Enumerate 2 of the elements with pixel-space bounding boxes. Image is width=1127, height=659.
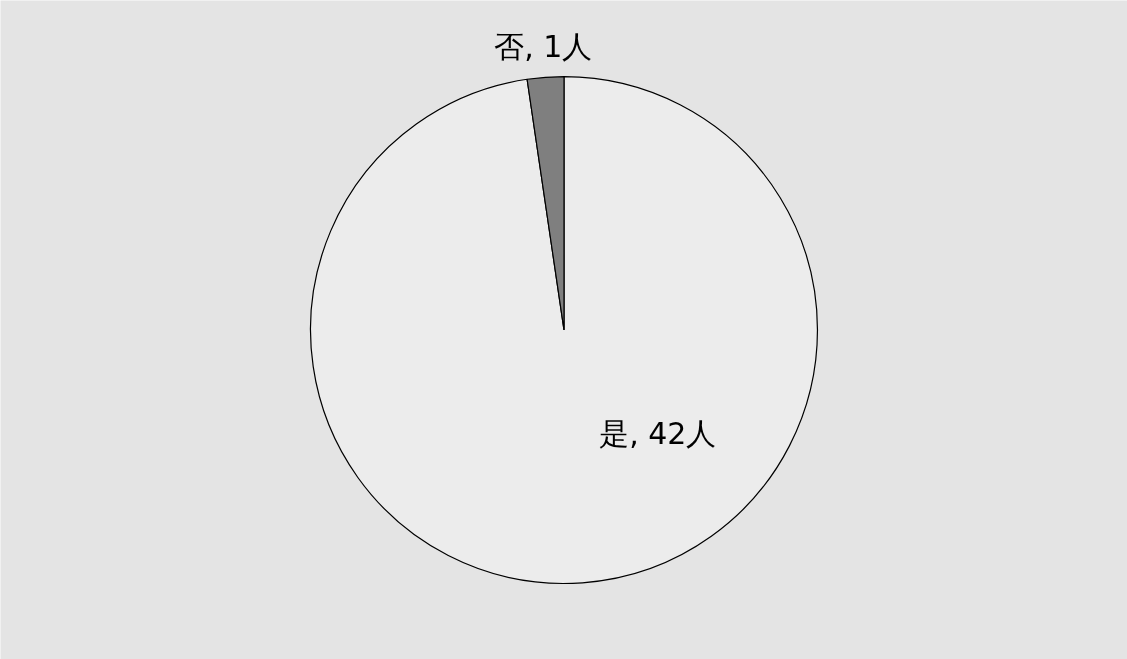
slice-label: 否, 1人 (494, 29, 593, 65)
slice-label: 是, 42人 (599, 416, 717, 452)
